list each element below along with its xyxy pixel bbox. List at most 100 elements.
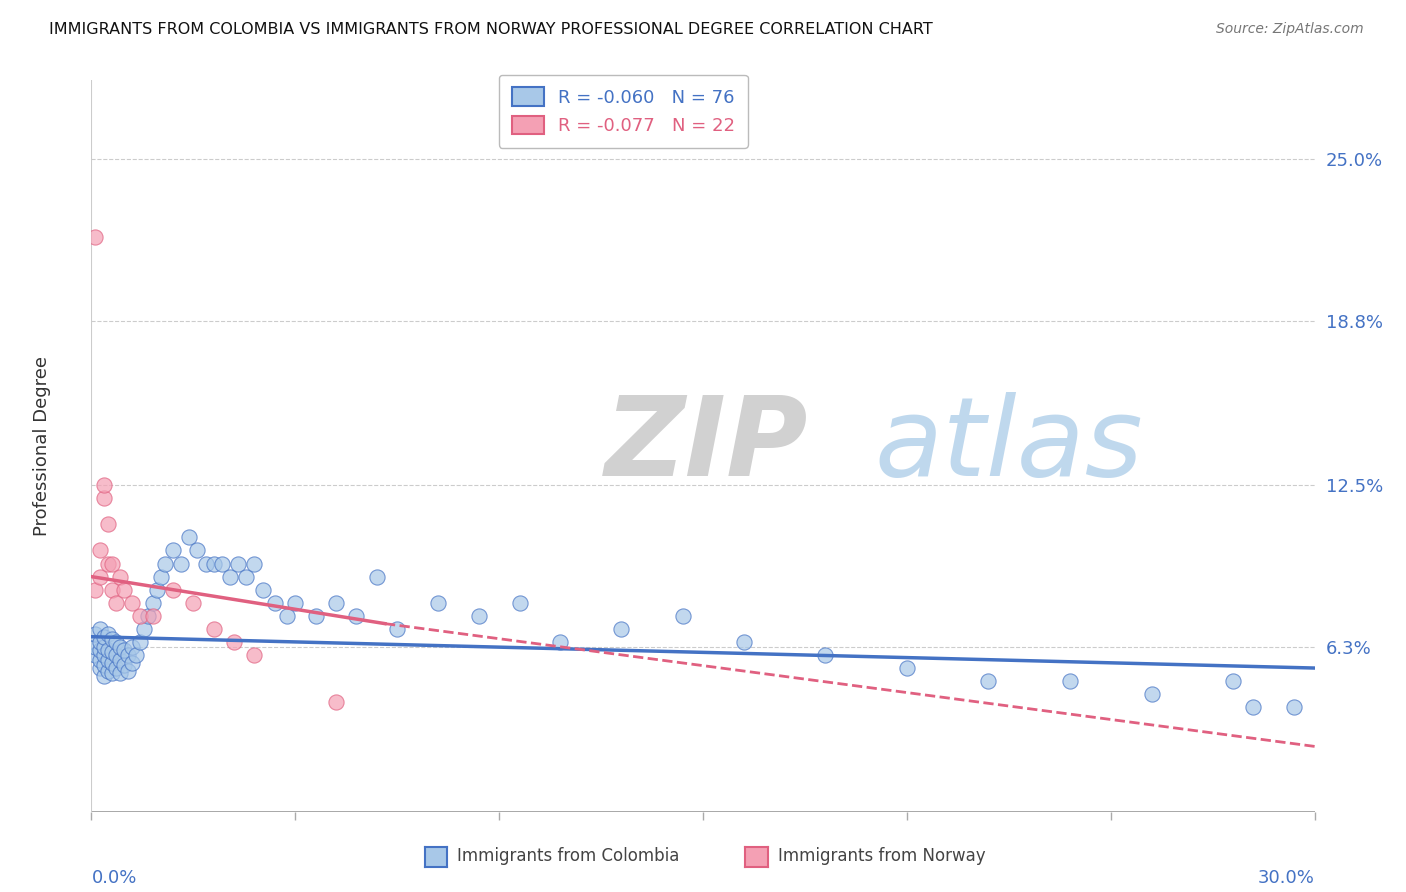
Point xyxy=(93,640,115,655)
Point xyxy=(97,517,120,532)
Point xyxy=(194,557,217,571)
Point xyxy=(896,661,918,675)
Point xyxy=(610,622,633,636)
Point xyxy=(385,622,409,636)
Point xyxy=(141,596,163,610)
Point xyxy=(145,582,167,597)
Point xyxy=(162,543,184,558)
Point xyxy=(149,569,172,583)
Point xyxy=(84,582,107,597)
Point xyxy=(97,642,120,657)
Point xyxy=(101,582,124,597)
Point xyxy=(104,661,127,675)
Point xyxy=(89,635,111,649)
Text: 30.0%: 30.0% xyxy=(1258,869,1315,888)
Point xyxy=(93,648,115,662)
Text: Immigrants from Norway: Immigrants from Norway xyxy=(778,847,986,865)
Point xyxy=(112,582,135,597)
Point xyxy=(211,557,233,571)
Point xyxy=(108,569,131,583)
Point xyxy=(89,543,111,558)
Point xyxy=(84,230,107,244)
Point xyxy=(1243,700,1265,714)
Point xyxy=(509,596,531,610)
Point xyxy=(101,632,124,647)
Point xyxy=(138,608,160,623)
Text: ZIP: ZIP xyxy=(605,392,808,500)
Point xyxy=(89,661,111,675)
Point xyxy=(977,674,1000,689)
Text: atlas: atlas xyxy=(875,392,1143,500)
Point xyxy=(179,530,201,544)
Point xyxy=(202,557,225,571)
Point xyxy=(346,608,368,623)
Text: Professional Degree: Professional Degree xyxy=(34,356,52,536)
Text: Source: ZipAtlas.com: Source: ZipAtlas.com xyxy=(1216,22,1364,37)
Point xyxy=(117,664,139,678)
Point xyxy=(101,666,124,681)
Point xyxy=(101,656,124,670)
Point xyxy=(125,648,148,662)
Point xyxy=(84,648,107,662)
Legend: R = -0.060   N = 76, R = -0.077   N = 22: R = -0.060 N = 76, R = -0.077 N = 22 xyxy=(499,75,748,148)
Point xyxy=(134,622,156,636)
Point xyxy=(121,596,143,610)
Point xyxy=(89,642,111,657)
Point xyxy=(84,627,107,641)
Point xyxy=(108,640,131,655)
Point xyxy=(101,557,124,571)
Point xyxy=(304,608,326,623)
Point xyxy=(186,543,208,558)
Point xyxy=(121,640,143,655)
Point xyxy=(162,582,184,597)
Point xyxy=(183,596,205,610)
Point xyxy=(325,596,347,610)
Point xyxy=(733,635,755,649)
Point xyxy=(89,569,111,583)
Point xyxy=(226,557,249,571)
Point xyxy=(89,653,111,667)
Text: Immigrants from Colombia: Immigrants from Colombia xyxy=(457,847,679,865)
Text: 0.0%: 0.0% xyxy=(91,869,136,888)
Point xyxy=(104,635,127,649)
Point xyxy=(284,596,307,610)
Point xyxy=(202,622,225,636)
Point xyxy=(366,569,388,583)
Point xyxy=(325,695,347,709)
Point xyxy=(117,648,139,662)
Point xyxy=(264,596,287,610)
Point xyxy=(97,664,120,678)
Point xyxy=(104,648,127,662)
Point xyxy=(550,635,572,649)
Point xyxy=(276,608,298,623)
Point xyxy=(97,557,120,571)
Point xyxy=(1140,687,1163,701)
Point xyxy=(235,569,257,583)
Point xyxy=(93,630,115,644)
Point xyxy=(108,653,131,667)
Point xyxy=(1282,700,1305,714)
Point xyxy=(84,640,107,655)
Point xyxy=(129,635,152,649)
Point xyxy=(141,608,163,623)
Point xyxy=(219,569,242,583)
Point xyxy=(243,557,266,571)
Point xyxy=(170,557,193,571)
Point xyxy=(112,642,135,657)
Text: IMMIGRANTS FROM COLOMBIA VS IMMIGRANTS FROM NORWAY PROFESSIONAL DEGREE CORRELATI: IMMIGRANTS FROM COLOMBIA VS IMMIGRANTS F… xyxy=(49,22,934,37)
Point xyxy=(153,557,176,571)
Point xyxy=(129,608,152,623)
Point xyxy=(814,648,837,662)
Point xyxy=(89,622,111,636)
Point xyxy=(243,648,266,662)
Point xyxy=(252,582,274,597)
Point xyxy=(121,656,143,670)
Point xyxy=(108,666,131,681)
Point xyxy=(101,645,124,659)
Point xyxy=(112,658,135,673)
Point xyxy=(672,608,695,623)
Point xyxy=(97,653,120,667)
Point xyxy=(467,608,491,623)
Point xyxy=(1222,674,1244,689)
Point xyxy=(1059,674,1081,689)
